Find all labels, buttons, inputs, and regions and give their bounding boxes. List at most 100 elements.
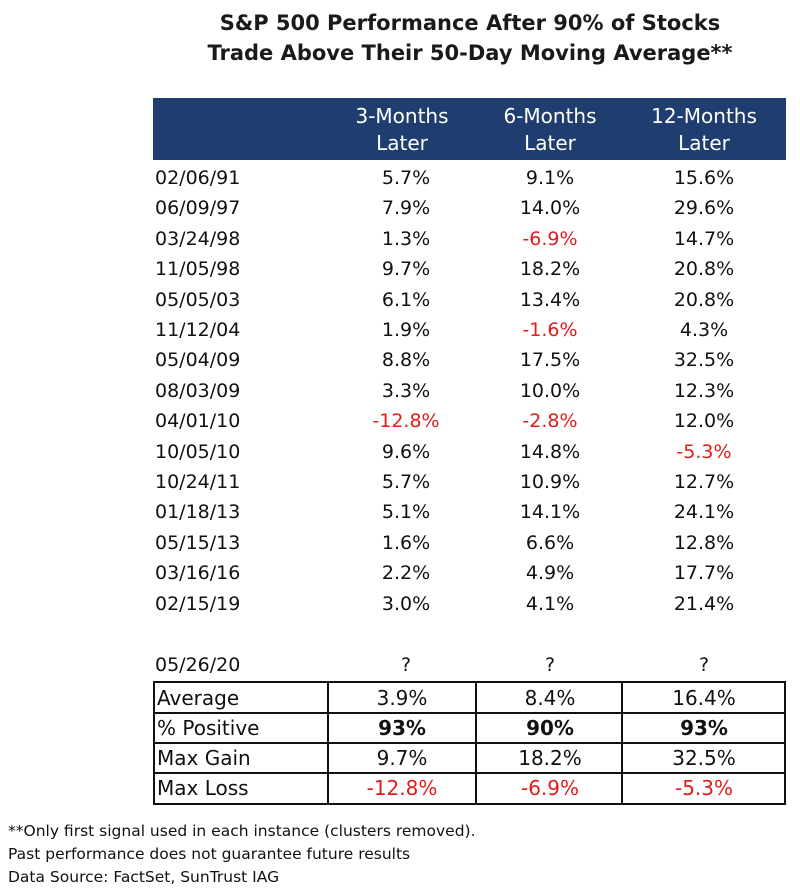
row-value: 9.7%	[381, 258, 431, 281]
row-value: 3.3%	[381, 379, 431, 402]
row-value: 3.0%	[381, 592, 431, 615]
row-value: 20.8%	[673, 258, 735, 281]
footnote-3: Data Source: FactSet, SunTrust IAG	[8, 868, 280, 886]
column-header-3m: 3-Months Later	[327, 103, 477, 157]
summary-row: Max Gain 9.7% 18.2% 32.5%	[155, 743, 784, 773]
summary-label: Max Gain	[157, 746, 251, 770]
table-row: 10/05/10 9.6% 14.8% -5.3%	[153, 437, 786, 468]
row-value: 6.6%	[525, 531, 575, 554]
summary-value: 93%	[680, 716, 728, 740]
summary-value: -12.8%	[366, 776, 438, 800]
table-header: 3-Months Later 6-Months Later 12-Months …	[153, 98, 786, 160]
summary-value: 90%	[526, 716, 574, 740]
summary-label: Max Loss	[157, 776, 249, 800]
summary-value: 32.5%	[672, 746, 736, 770]
column-header-6m: 6-Months Later	[475, 103, 625, 157]
footnote-1: **Only first signal used in each instanc…	[8, 822, 476, 840]
summary-row: % Positive 93% 90% 93%	[155, 713, 784, 743]
row-value: 13.4%	[519, 288, 581, 311]
row-value: -2.8%	[522, 410, 578, 433]
row-value: 12.3%	[673, 379, 735, 402]
row-date: 03/24/98	[155, 227, 241, 250]
table-row: 10/24/11 5.7% 10.9% 12.7%	[153, 467, 786, 498]
summary-column-divider	[475, 683, 477, 803]
row-value: 1.9%	[381, 319, 431, 341]
chart-title: S&P 500 Performance After 90% of Stocks …	[150, 8, 790, 68]
row-value: 15.6%	[673, 167, 735, 189]
footnote-2: Past performance does not guarantee futu…	[8, 845, 411, 863]
table-row: 02/06/91 5.7% 9.1% 15.6%	[153, 163, 786, 194]
column-header-12m-line1: 12-Months	[651, 104, 757, 128]
row-value: 17.7%	[673, 562, 735, 585]
summary-value: 16.4%	[672, 686, 736, 710]
column-header-6m-line1: 6-Months	[503, 104, 597, 128]
row-value: 20.8%	[673, 288, 735, 311]
table-row: 06/09/97 7.9% 14.0% 29.6%	[153, 193, 786, 224]
summary-value: -6.9%	[520, 776, 580, 800]
summary-row-divider	[155, 712, 784, 714]
title-line-2: Trade Above Their 50-Day Moving Average*…	[207, 41, 733, 65]
current-value: ?	[698, 654, 710, 676]
row-value: 14.7%	[673, 227, 735, 250]
row-date: 11/12/04	[155, 319, 241, 341]
summary-column-divider	[621, 683, 623, 803]
summary-value: 3.9%	[376, 686, 428, 710]
summary-value: -5.3%	[674, 776, 734, 800]
row-date: 03/16/16	[155, 562, 241, 585]
summary-label: Average	[157, 686, 240, 710]
row-value: 29.6%	[673, 197, 735, 220]
column-header-3m-line2: Later	[376, 131, 428, 155]
table-row: 02/15/19 3.0% 4.1% 21.4%	[153, 589, 786, 620]
current-value: ?	[400, 654, 412, 676]
title-line-1: S&P 500 Performance After 90% of Stocks	[219, 11, 721, 35]
row-value: 2.2%	[381, 562, 431, 585]
row-value: 4.9%	[525, 562, 575, 585]
row-date: 10/24/11	[155, 471, 241, 493]
row-value: 1.6%	[381, 531, 431, 554]
column-header-3m-line1: 3-Months	[355, 104, 449, 128]
row-date: 08/03/09	[155, 379, 241, 402]
summary-value: 18.2%	[518, 746, 582, 770]
current-value: ?	[544, 654, 556, 676]
row-date: 02/06/91	[155, 167, 241, 189]
row-date: 05/04/09	[155, 349, 241, 372]
row-value: 14.0%	[519, 197, 581, 220]
table-row: 05/15/13 1.6% 6.6% 12.8%	[153, 528, 786, 559]
row-value: 6.1%	[381, 288, 431, 311]
row-value: 24.1%	[673, 501, 735, 524]
column-header-12m-line2: Later	[678, 131, 730, 155]
summary-row-divider	[155, 772, 784, 774]
row-value: 12.8%	[673, 531, 735, 554]
row-value: 9.6%	[381, 440, 431, 463]
summary-row-divider	[155, 742, 784, 744]
summary-row: Average 3.9% 8.4% 16.4%	[155, 683, 784, 713]
row-date: 05/05/03	[155, 288, 241, 311]
row-value: -6.9%	[522, 227, 578, 250]
row-value: 4.3%	[679, 319, 729, 341]
table-row: 08/03/09 3.3% 10.0% 12.3%	[153, 376, 786, 407]
footnotes: **Only first signal used in each instanc…	[8, 820, 476, 889]
summary-value: 8.4%	[524, 686, 576, 710]
row-value: 9.1%	[525, 167, 575, 189]
table-row: 05/04/09 8.8% 17.5% 32.5%	[153, 345, 786, 376]
row-value: -5.3%	[676, 440, 732, 463]
row-value: 5.7%	[381, 471, 431, 493]
summary-value: 9.7%	[376, 746, 428, 770]
table-row: 03/24/98 1.3% -6.9% 14.7%	[153, 224, 786, 255]
current-date: 05/26/20	[155, 654, 241, 676]
row-value: 10.0%	[519, 379, 581, 402]
row-value: 32.5%	[673, 349, 735, 372]
row-value: 17.5%	[519, 349, 581, 372]
table-row: 03/16/16 2.2% 4.9% 17.7%	[153, 558, 786, 589]
table-row: 11/12/04 1.9% -1.6% 4.3%	[153, 315, 786, 346]
table-row: 04/01/10 -12.8% -2.8% 12.0%	[153, 406, 786, 437]
row-value: 14.8%	[519, 440, 581, 463]
table-row: 05/05/03 6.1% 13.4% 20.8%	[153, 285, 786, 316]
row-date: 10/05/10	[155, 440, 241, 463]
column-header-12m: 12-Months Later	[629, 103, 779, 157]
summary-row: Max Loss -12.8% -6.9% -5.3%	[155, 773, 784, 803]
summary-table: Average 3.9% 8.4% 16.4% % Positive 93% 90% 93% M…	[153, 681, 786, 805]
row-value: -12.8%	[372, 410, 440, 433]
summary-column-divider	[327, 683, 329, 803]
row-value: 1.3%	[381, 227, 431, 250]
